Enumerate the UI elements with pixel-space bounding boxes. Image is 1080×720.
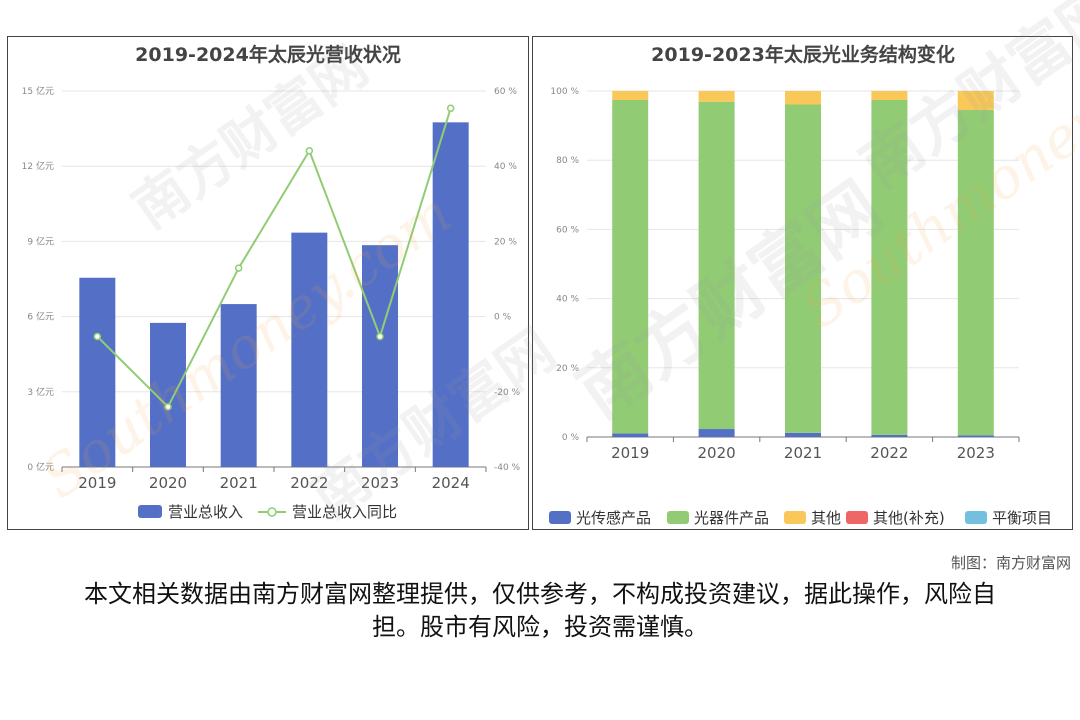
legend-label: 其他	[811, 509, 841, 527]
y-tick-label: 80 %	[556, 156, 579, 166]
y-left-tick-label: 3 亿元	[27, 386, 54, 398]
x-tick-label: 2021	[784, 444, 822, 462]
y-left-tick-label: 6 亿元	[27, 311, 54, 323]
stacked-bar-segment	[698, 101, 735, 430]
x-tick-label: 2019	[611, 444, 649, 462]
yoy-point	[93, 332, 102, 341]
y-right-tick-label: -40 %	[494, 463, 521, 473]
x-tick-label: 2022	[290, 474, 328, 492]
stacked-bar-segment	[698, 91, 735, 102]
x-tick-label: 2021	[220, 474, 258, 492]
stacked-bar-segment	[785, 432, 821, 437]
stacked-bar-segment	[957, 435, 994, 437]
y-left-tick-label: 12 亿元	[22, 160, 54, 172]
yoy-line	[96, 108, 452, 409]
x-tick-label: 2023	[957, 444, 995, 462]
y-tick-label: 20 %	[556, 364, 579, 374]
x-tick-label: 2019	[78, 474, 116, 492]
legend-label: 光器件产品	[694, 509, 769, 527]
legend-swatch-revenue	[138, 505, 162, 518]
legend-label-revenue: 营业总收入	[168, 503, 243, 521]
legend-swatch	[965, 511, 987, 524]
chart-title: 2019-2024年太辰光营收状况	[135, 43, 401, 66]
stacked-bar-segment	[871, 91, 908, 100]
business-structure-chart-panel: 2019-2023年太辰光业务结构变化 0 % 20 % 40 % 60 % 80 % 10…	[532, 36, 1073, 530]
y-tick-label: 100 %	[550, 87, 579, 97]
chart-title: 2019-2023年太辰光业务结构变化	[651, 43, 955, 66]
stacked-bar-segment	[957, 110, 994, 436]
legend-label: 其他(补充)	[873, 509, 945, 527]
x-tick-label: 2020	[149, 474, 187, 492]
stacked-bar-segment	[612, 91, 649, 100]
legend-swatch	[667, 511, 689, 524]
legend-swatch	[846, 511, 868, 524]
legend-swatch	[549, 511, 571, 524]
yoy-point	[305, 147, 314, 155]
y-right-tick-label: 20 %	[494, 237, 517, 247]
y-right-tick-label: 60 %	[494, 87, 517, 97]
revenue-bar	[291, 232, 328, 467]
y-left-tick-label: 15 亿元	[22, 85, 54, 97]
stacked-bar-segment	[612, 99, 649, 434]
stacked-bar-segment	[785, 104, 821, 433]
x-tick-label: 2022	[870, 444, 908, 462]
stacked-bar-segment	[612, 433, 649, 437]
yoy-point	[234, 264, 243, 272]
legend-swatch-yoy-point	[267, 507, 277, 517]
legend-label: 平衡项目	[992, 509, 1052, 527]
revenue-bar	[362, 245, 398, 467]
y-tick-label: 0 %	[562, 433, 580, 443]
chart-credit: 制图：南方财富网	[950, 554, 1071, 572]
revenue-bar	[79, 277, 116, 467]
stacked-bar-segment	[957, 91, 994, 111]
y-right-tick-label: 0 %	[494, 313, 512, 323]
y-tick-label: 60 %	[556, 225, 579, 235]
legend-label-yoy: 营业总收入同比	[292, 503, 397, 521]
y-right-tick-label: 40 %	[494, 162, 517, 172]
stacked-bar-segment	[871, 99, 908, 435]
x-tick-label: 2024	[432, 474, 470, 492]
business-structure-chart: 2019-2023年太辰光业务结构变化 0 % 20 % 40 % 60 % 80 % 10…	[549, 43, 1052, 527]
x-tick-label: 2023	[361, 474, 399, 492]
disclaimer-text: 本文相关数据由南方财富网整理提供，仅供参考，不构成投资建议，据此操作，风险自担。…	[84, 580, 996, 641]
stacked-bar-segment	[698, 429, 735, 437]
yoy-point	[164, 403, 172, 411]
legend-label: 光传感产品	[576, 509, 651, 527]
legend-swatch	[784, 511, 806, 524]
revenue-chart: 2019-2024年太辰光营收状况 0 亿元 3 亿元 6 亿元 9 亿元 12 亿元 15…	[22, 43, 521, 521]
y-right-tick-label: -20 %	[494, 388, 521, 398]
stacked-bar-segment	[871, 434, 908, 437]
y-left-tick-label: 9 亿元	[27, 235, 54, 247]
y-tick-label: 40 %	[556, 295, 579, 305]
x-tick-label: 2020	[698, 444, 736, 462]
stacked-bar-segment	[785, 91, 821, 105]
yoy-point	[446, 104, 455, 113]
revenue-bar	[220, 304, 257, 467]
revenue-bar	[432, 122, 469, 467]
yoy-point	[376, 332, 384, 341]
revenue-chart-panel: 2019-2024年太辰光营收状况 0 亿元 3 亿元 6 亿元 9 亿元 12 亿元 15…	[7, 36, 529, 530]
y-left-tick-label: 0 亿元	[27, 461, 54, 473]
